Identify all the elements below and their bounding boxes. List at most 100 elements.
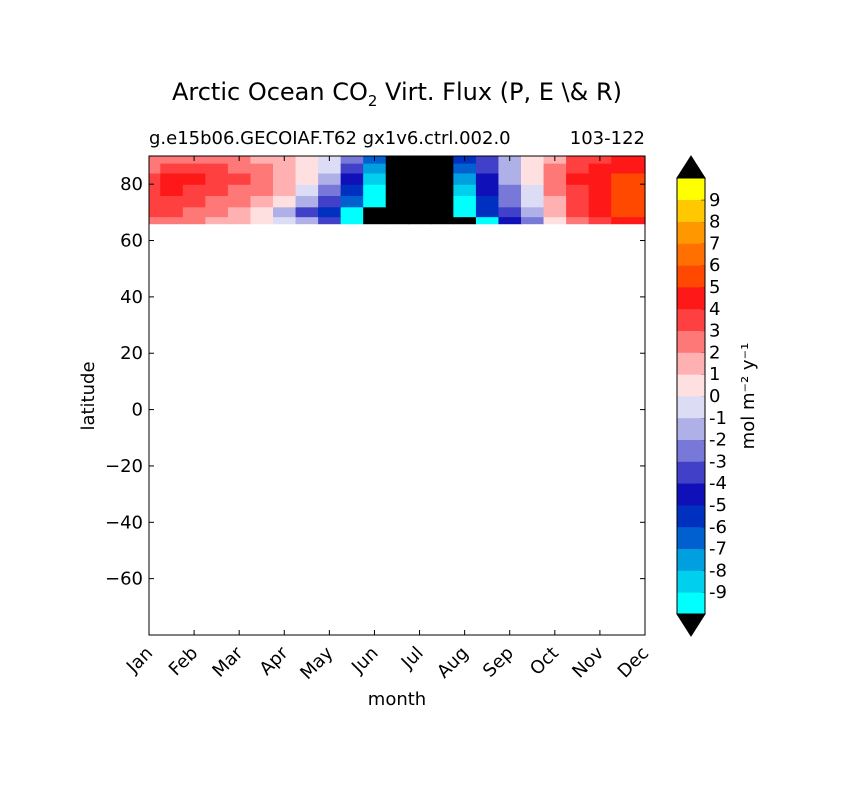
field-cell (475, 163, 500, 174)
y-tick-label: −60 (105, 569, 143, 590)
chart-subtitle-right: 103-122 (570, 128, 645, 149)
field-cell (633, 156, 646, 164)
field-cell (160, 184, 184, 197)
colorbar-over-arrow (676, 155, 706, 179)
field-cell (295, 163, 319, 174)
field-cell (588, 163, 612, 174)
chart-title-main: Arctic Ocean CO (172, 78, 368, 106)
field-cell (182, 195, 206, 208)
field-cell (340, 163, 364, 174)
x-tick-label: May (296, 643, 337, 684)
field-cell (611, 195, 635, 208)
field-cell (250, 156, 274, 164)
field-cell (205, 156, 229, 164)
field-cell (160, 156, 184, 164)
field-cell (588, 195, 612, 208)
chart-subtitle-left: g.e15b06.GECOIAF.T62 gx1v6.ctrl.002.0 (149, 128, 511, 149)
field-cell (408, 206, 432, 218)
field-cell (521, 195, 545, 208)
y-tick-label: 20 (120, 343, 143, 364)
field-cell (566, 184, 590, 197)
field-cell (543, 172, 567, 185)
field-cell (453, 195, 477, 208)
x-tick-label: Jun (347, 643, 382, 678)
y-tick-label: 60 (120, 231, 143, 252)
field-cell (543, 216, 567, 225)
field-cell (227, 216, 252, 225)
field-cell (475, 172, 500, 185)
field-cell (611, 206, 635, 218)
field-cell (385, 216, 409, 225)
field-cell (340, 216, 364, 225)
field-cell (498, 216, 522, 225)
field-cell (385, 156, 409, 164)
field-cell (295, 216, 319, 225)
y-axis: 80 60 40 20 0 −20 −40 −60 (105, 174, 645, 590)
field-cell (273, 163, 297, 174)
field-cell (498, 195, 522, 208)
field-cell (566, 156, 590, 164)
colorbar-band (677, 352, 705, 375)
field-cell (205, 206, 229, 218)
field-cell (250, 195, 274, 208)
field-cell (149, 206, 161, 218)
field-cell (160, 163, 184, 174)
field-cell (566, 216, 590, 225)
field-cell (498, 206, 522, 218)
field-cell (273, 195, 297, 208)
field-cell (318, 184, 342, 197)
field-cell (205, 172, 229, 185)
field-cell (475, 156, 500, 164)
colorbar-band (677, 526, 705, 549)
field-cell (430, 206, 454, 218)
chart-title-subscript: 2 (368, 92, 378, 110)
field-cell (521, 216, 545, 225)
colorbar-tick-label: -5 (709, 495, 727, 516)
field-cell (408, 216, 432, 225)
colorbar-band (677, 243, 705, 266)
field-cell (566, 163, 590, 174)
x-tick-label: Aug (433, 643, 473, 683)
field-cell (340, 206, 364, 218)
field-cell (633, 206, 646, 218)
field-cell (149, 163, 161, 174)
colorbar-tick-label: -6 (709, 517, 727, 538)
colorbar-tick-label: -9 (709, 582, 727, 603)
field-cell (295, 195, 319, 208)
colorbar-band (677, 483, 705, 506)
x-tick-label: Mar (208, 642, 247, 681)
field-cell (273, 172, 297, 185)
field-cell (227, 195, 252, 208)
field-cell (318, 216, 342, 225)
colorbar-tick-label: 0 (709, 386, 720, 407)
field-cell (633, 184, 646, 197)
field-cell (182, 216, 206, 225)
colorbar-tick-label: -1 (709, 408, 727, 429)
field-cell (453, 206, 477, 218)
field-cell (340, 172, 364, 185)
field-cell (250, 184, 274, 197)
field-cell (408, 184, 432, 197)
field-cell (430, 184, 454, 197)
field-cell (385, 195, 409, 208)
colorbar-label-text: mol m⁻² y⁻¹ (738, 343, 759, 450)
field-cell (149, 156, 161, 164)
field-cell (160, 195, 184, 208)
colorbar-tick-label: 6 (709, 255, 720, 276)
field-cell (430, 156, 454, 164)
colorbar-band (677, 439, 705, 462)
colorbar-band (677, 396, 705, 419)
field-cell (611, 163, 635, 174)
y-tick-label: 40 (120, 287, 143, 308)
x-tick-label: Jan (122, 643, 157, 678)
field-cell (182, 172, 206, 185)
field-cell (475, 206, 500, 218)
field-cell (408, 163, 432, 174)
plot-background (149, 156, 645, 635)
colorbar-band (677, 308, 705, 331)
colorbar-tick-label: -3 (709, 451, 727, 472)
field-cell (521, 206, 545, 218)
field-cell (521, 184, 545, 197)
field-cell (385, 163, 409, 174)
field-cell (453, 184, 477, 197)
